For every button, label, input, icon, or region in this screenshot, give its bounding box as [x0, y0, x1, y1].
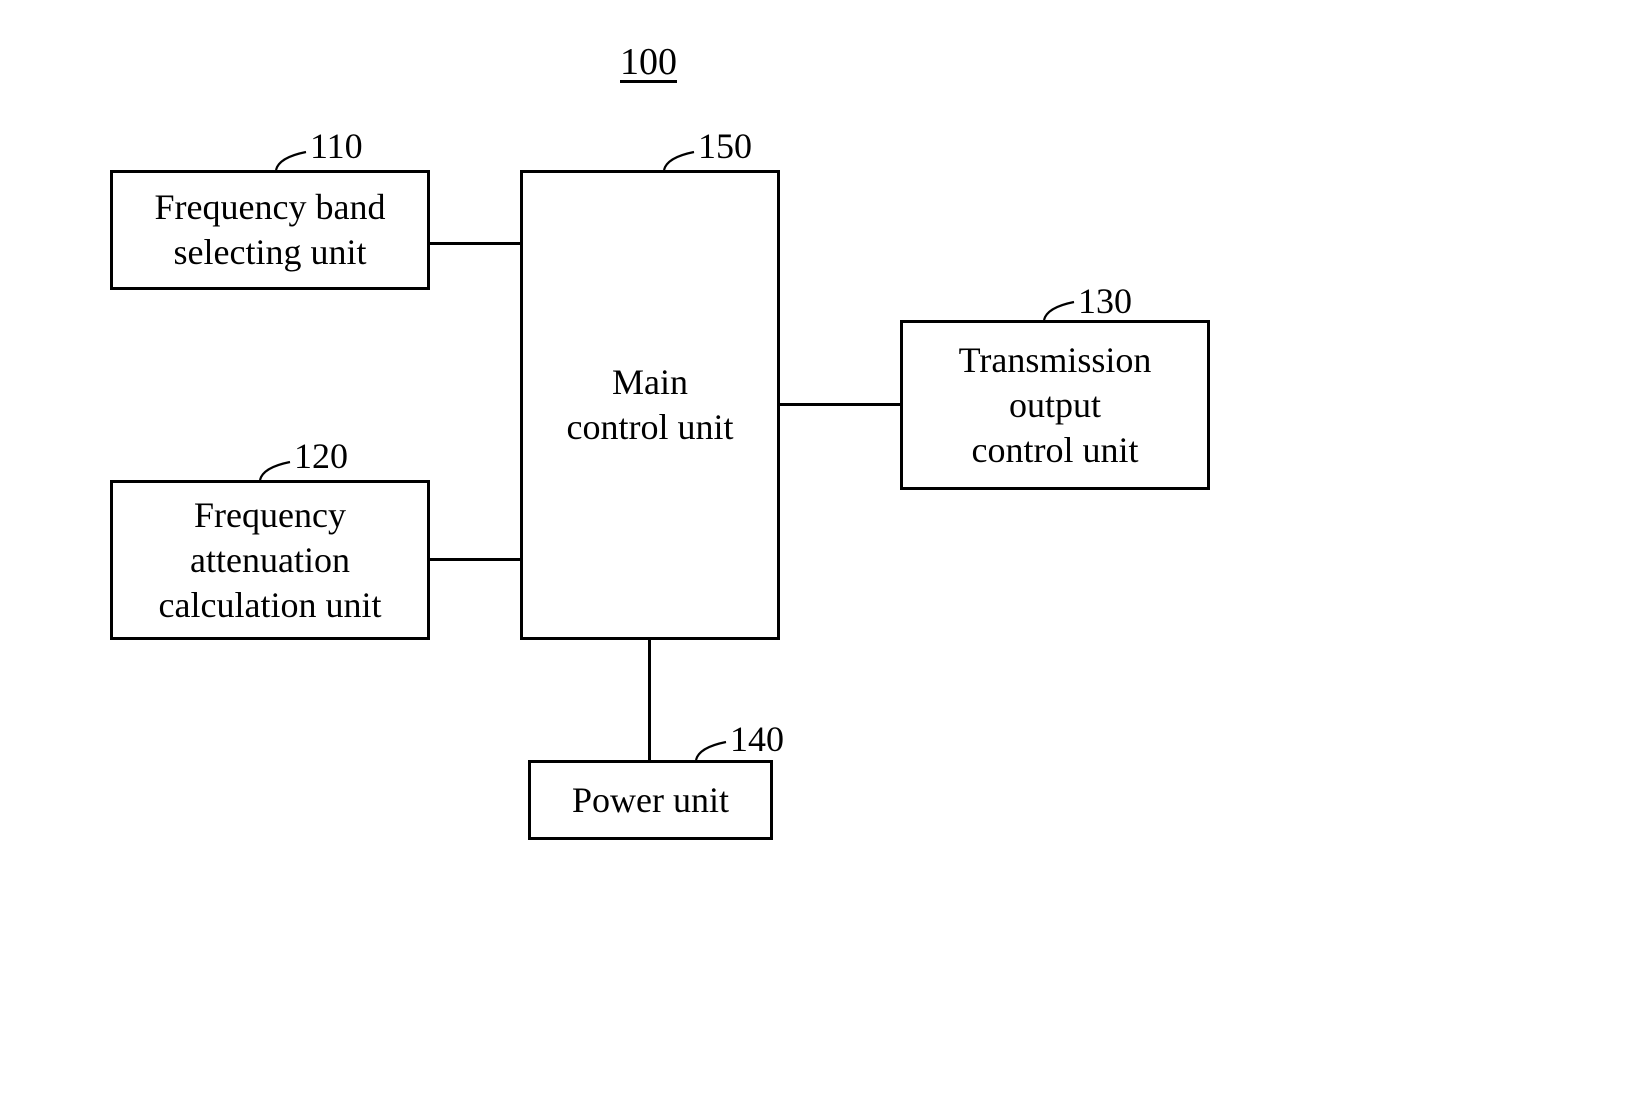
ref-number-140: 140 [730, 718, 784, 760]
connector-line [430, 558, 520, 561]
ref-hook-icon [254, 456, 296, 486]
ref-number-130: 130 [1078, 280, 1132, 322]
connector-line [648, 640, 651, 760]
ref-hook-icon [690, 736, 732, 766]
node-label: Transmissionoutputcontrol unit [959, 338, 1152, 473]
ref-hook-icon [270, 146, 312, 176]
node-label: Power unit [572, 778, 729, 823]
node-transmission-output-control-unit: Transmissionoutputcontrol unit [900, 320, 1210, 490]
node-label: Frequencyattenuationcalculation unit [159, 493, 382, 628]
ref-number-150: 150 [698, 125, 752, 167]
node-label: Maincontrol unit [567, 360, 734, 450]
ref-hook-icon [1038, 296, 1080, 326]
node-main-control-unit: Maincontrol unit [520, 170, 780, 640]
connector-line [780, 403, 900, 406]
node-power-unit: Power unit [528, 760, 773, 840]
node-frequency-attenuation-calculation-unit: Frequencyattenuationcalculation unit [110, 480, 430, 640]
figure-number: 100 [620, 40, 677, 84]
node-label: Frequency bandselecting unit [155, 185, 386, 275]
node-frequency-band-selecting-unit: Frequency bandselecting unit [110, 170, 430, 290]
ref-number-110: 110 [310, 125, 363, 167]
ref-hook-icon [658, 146, 700, 176]
connector-line [430, 242, 520, 245]
ref-number-120: 120 [294, 435, 348, 477]
block-diagram: 100 Frequency bandselecting unit Maincon… [0, 0, 1649, 1097]
